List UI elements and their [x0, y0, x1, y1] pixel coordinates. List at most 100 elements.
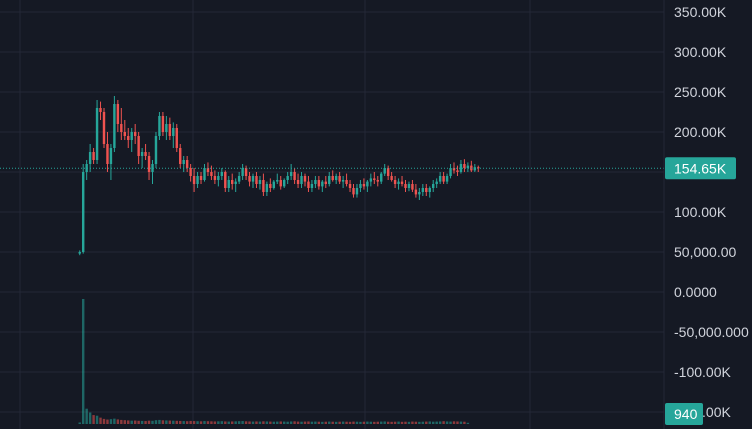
price-axis-background[interactable]: [664, 0, 752, 429]
candle[interactable]: [310, 180, 314, 192]
candle[interactable]: [137, 132, 140, 164]
candle[interactable]: [400, 176, 404, 187]
candle[interactable]: [199, 172, 203, 184]
candle[interactable]: [203, 164, 206, 182]
candle[interactable]: [251, 173, 255, 188]
candle[interactable]: [192, 168, 196, 192]
candle[interactable]: [355, 184, 359, 198]
candle[interactable]: [210, 165, 213, 180]
candle[interactable]: [85, 160, 88, 180]
candle[interactable]: [127, 128, 130, 148]
candle[interactable]: [449, 164, 452, 179]
candle[interactable]: [397, 178, 400, 190]
candle[interactable]: [452, 162, 456, 174]
candle[interactable]: [168, 117, 172, 140]
candle[interactable]: [393, 176, 397, 188]
candle[interactable]: [151, 160, 154, 184]
candle[interactable]: [425, 184, 428, 196]
candle[interactable]: [386, 165, 390, 180]
candle[interactable]: [130, 128, 133, 152]
candle[interactable]: [289, 164, 293, 180]
candle[interactable]: [147, 152, 151, 180]
candle[interactable]: [231, 173, 234, 190]
candle[interactable]: [407, 181, 411, 192]
candle[interactable]: [334, 173, 338, 184]
candle[interactable]: [241, 164, 244, 180]
candle[interactable]: [161, 112, 165, 136]
candle[interactable]: [466, 162, 470, 172]
candle[interactable]: [109, 144, 113, 180]
candle[interactable]: [248, 172, 251, 187]
candle[interactable]: [338, 172, 341, 184]
candle[interactable]: [102, 108, 106, 148]
candle[interactable]: [99, 101, 102, 120]
candle[interactable]: [286, 172, 289, 184]
price-axis[interactable]: 350.00K300.00K250.00K200.00K150.00K100.0…: [663, 0, 749, 429]
candle[interactable]: [303, 173, 307, 187]
candle[interactable]: [380, 172, 383, 184]
candle[interactable]: [442, 172, 445, 184]
candle[interactable]: [300, 172, 303, 188]
candle[interactable]: [224, 170, 227, 192]
candle[interactable]: [95, 100, 99, 164]
candle[interactable]: [307, 176, 310, 192]
candle[interactable]: [463, 159, 466, 172]
candle[interactable]: [120, 108, 123, 140]
candle[interactable]: [262, 173, 265, 196]
candle[interactable]: [373, 172, 376, 184]
candle[interactable]: [414, 184, 418, 198]
candle[interactable]: [140, 148, 144, 168]
candlestick-series[interactable]: [78, 96, 480, 256]
candle[interactable]: [418, 188, 421, 200]
candle[interactable]: [106, 132, 109, 172]
candle[interactable]: [438, 172, 442, 184]
candle[interactable]: [359, 180, 362, 192]
candle[interactable]: [390, 172, 393, 182]
candle[interactable]: [293, 168, 296, 184]
candle[interactable]: [237, 172, 241, 184]
candle[interactable]: [220, 168, 224, 180]
candle[interactable]: [362, 178, 366, 190]
candle[interactable]: [227, 176, 230, 192]
candle[interactable]: [321, 180, 324, 192]
candle[interactable]: [456, 165, 459, 176]
candle[interactable]: [255, 172, 258, 188]
candle[interactable]: [133, 124, 137, 144]
candle[interactable]: [324, 176, 327, 188]
candle[interactable]: [296, 173, 300, 188]
candle[interactable]: [348, 180, 352, 192]
candle[interactable]: [234, 178, 237, 192]
candle[interactable]: [352, 184, 355, 198]
candle[interactable]: [265, 181, 269, 196]
candle[interactable]: [432, 180, 435, 192]
candle[interactable]: [165, 116, 168, 140]
candle[interactable]: [172, 122, 175, 148]
candle[interactable]: [154, 132, 158, 168]
candle[interactable]: [445, 173, 449, 184]
candle[interactable]: [92, 148, 95, 164]
candle[interactable]: [421, 184, 425, 196]
candle[interactable]: [189, 164, 192, 182]
candle[interactable]: [144, 144, 147, 160]
candle[interactable]: [366, 180, 369, 192]
candle[interactable]: [279, 176, 282, 190]
candle[interactable]: [404, 180, 407, 192]
candle[interactable]: [276, 173, 279, 184]
candle[interactable]: [345, 173, 348, 187]
candle[interactable]: [269, 178, 272, 192]
candle[interactable]: [435, 178, 438, 188]
candle[interactable]: [258, 176, 262, 190]
candle[interactable]: [411, 180, 414, 192]
candle[interactable]: [314, 176, 317, 188]
candle[interactable]: [113, 96, 116, 152]
candle[interactable]: [376, 176, 379, 187]
candle[interactable]: [158, 112, 161, 140]
candle[interactable]: [185, 156, 189, 172]
candle[interactable]: [428, 186, 431, 198]
candle[interactable]: [317, 176, 321, 190]
candle[interactable]: [179, 144, 182, 168]
candle[interactable]: [217, 172, 220, 187]
candle[interactable]: [328, 172, 331, 187]
